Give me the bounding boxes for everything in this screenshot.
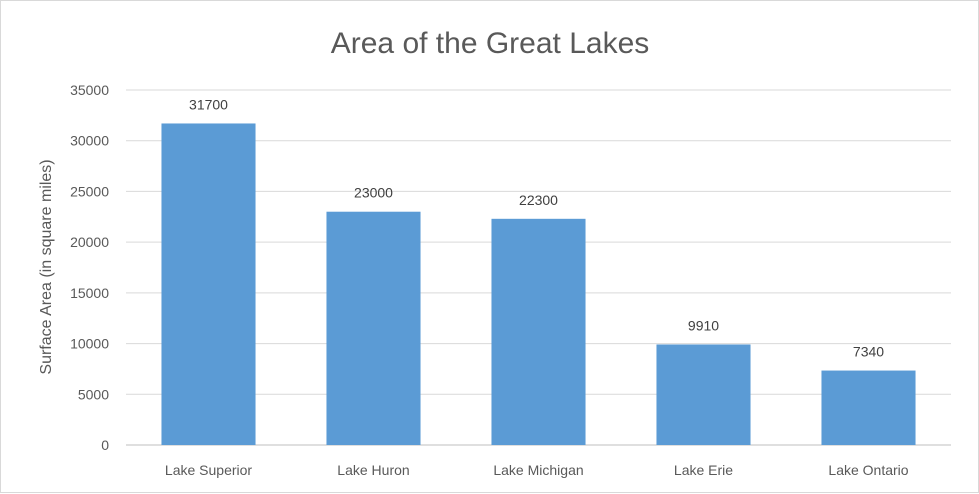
category-label: Lake Ontario <box>828 462 908 478</box>
y-tick-label: 35000 <box>70 82 109 98</box>
y-tick-label: 20000 <box>70 234 109 250</box>
bar <box>656 344 751 445</box>
y-tick-label: 25000 <box>70 183 109 199</box>
y-tick-label: 10000 <box>70 336 109 352</box>
bar <box>161 123 256 445</box>
category-label: Lake Huron <box>337 462 409 478</box>
bar <box>326 211 421 445</box>
y-tick-label: 15000 <box>70 285 109 301</box>
chart-title: Area of the Great Lakes <box>331 27 650 60</box>
y-tick-label: 5000 <box>78 386 109 402</box>
data-label: 23000 <box>354 185 393 201</box>
data-label: 7340 <box>853 344 884 360</box>
bar <box>821 370 916 445</box>
y-axis-title: Surface Area (in square miles) <box>38 159 55 374</box>
data-label: 22300 <box>519 192 558 208</box>
y-tick-label: 30000 <box>70 133 109 149</box>
category-label: Lake Superior <box>165 462 253 478</box>
category-label: Lake Michigan <box>493 462 583 478</box>
y-tick-label: 0 <box>101 437 109 453</box>
data-label: 9910 <box>688 317 719 333</box>
category-label: Lake Erie <box>674 462 733 478</box>
bars <box>161 123 916 445</box>
y-axis-ticks: 0 5000 10000 15000 20000 25000 30000 35000 <box>70 82 109 453</box>
data-label: 31700 <box>189 96 228 112</box>
data-labels: 31700 23000 22300 9910 7340 <box>189 96 884 359</box>
bar <box>491 218 586 445</box>
category-labels: Lake Superior Lake Huron Lake Michigan Lake… <box>165 462 909 478</box>
